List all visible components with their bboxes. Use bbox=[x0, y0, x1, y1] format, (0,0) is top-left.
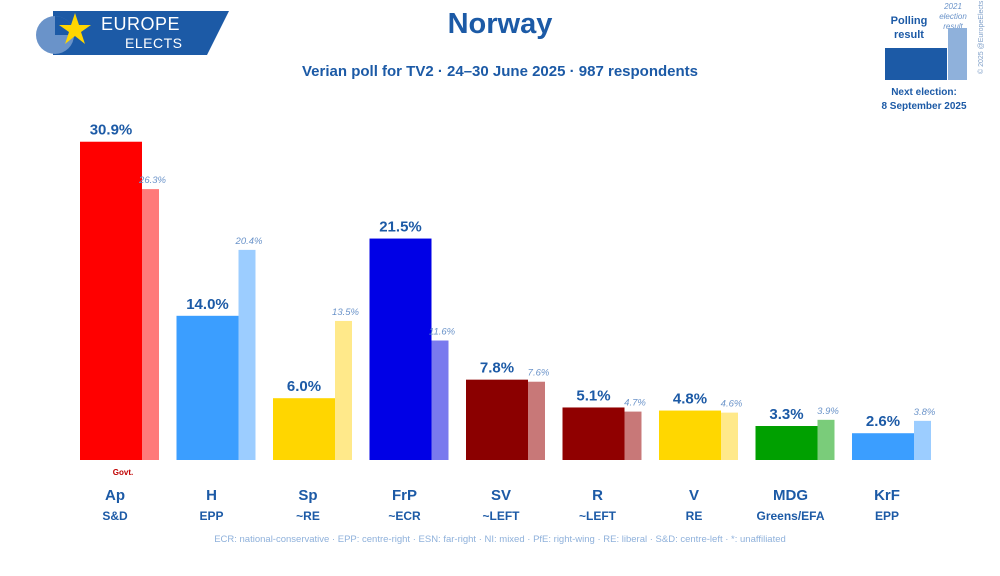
election-bar-mdg bbox=[817, 419, 835, 460]
chart-title: Norway bbox=[447, 8, 553, 40]
election-value-v: 4.6% bbox=[721, 399, 743, 410]
party-name-v: V bbox=[689, 487, 699, 504]
europe-elects-logo: EUROPE ELECTS bbox=[33, 9, 233, 57]
election-value-sv: 7.6% bbox=[528, 368, 550, 379]
legend-election-label: 2021 election result bbox=[939, 2, 967, 31]
election-value-sp: 13.5% bbox=[332, 307, 359, 318]
party-name-r: R bbox=[592, 487, 603, 504]
logo-line1: EUROPE bbox=[101, 14, 181, 34]
logo-banner bbox=[36, 11, 229, 55]
legend-poll-label: Polling result bbox=[890, 15, 928, 41]
party-group-h: EPP bbox=[199, 509, 223, 523]
logo-line2: ELECTS bbox=[125, 35, 183, 51]
election-value-r: 4.7% bbox=[624, 398, 646, 409]
poll-bar-ap bbox=[80, 141, 142, 461]
poll-bar-r bbox=[562, 407, 625, 460]
election-bar-sp bbox=[335, 320, 352, 460]
poll-bar-krf bbox=[852, 433, 914, 460]
next-election-label: Next election: bbox=[891, 87, 957, 98]
party-name-krf: KrF bbox=[874, 487, 900, 504]
election-bar-sv bbox=[528, 381, 545, 460]
party-group-mdg: Greens/EFA bbox=[756, 509, 824, 523]
poll-value-mdg: 3.3% bbox=[769, 406, 803, 423]
party-group-sv: ~LEFT bbox=[482, 509, 520, 523]
election-bar-ap bbox=[142, 189, 159, 461]
election-bar-frp bbox=[431, 340, 449, 460]
party-name-mdg: MDG bbox=[773, 487, 808, 504]
election-value-mdg: 3.9% bbox=[817, 406, 839, 417]
legend: Polling result 2021 election result © 20… bbox=[876, 1, 1000, 120]
poll-value-sp: 6.0% bbox=[287, 378, 321, 395]
legend-poll-swatch bbox=[885, 48, 947, 80]
election-bar-h bbox=[238, 249, 256, 460]
election-value-frp: 11.6% bbox=[429, 327, 456, 338]
next-election-date: 8 September 2025 bbox=[881, 101, 967, 112]
election-bar-v bbox=[721, 412, 738, 460]
poll-bar-mdg bbox=[755, 426, 818, 460]
poll-bar-sp bbox=[273, 398, 335, 460]
legend-election-swatch bbox=[948, 28, 967, 80]
party-group-r: ~LEFT bbox=[579, 509, 617, 523]
party-group-v: RE bbox=[686, 509, 703, 523]
election-bar-r bbox=[624, 411, 642, 460]
party-group-ap: S&D bbox=[102, 509, 128, 523]
election-value-h: 20.4% bbox=[235, 236, 263, 247]
party-name-ap: Ap bbox=[105, 487, 125, 504]
party-name-frp: FrP bbox=[392, 487, 417, 504]
election-value-ap: 26.3% bbox=[138, 175, 166, 186]
poll-value-ap: 30.9% bbox=[90, 122, 133, 139]
election-value-krf: 3.8% bbox=[914, 407, 936, 418]
election-bar-krf bbox=[914, 420, 931, 460]
party-name-h: H bbox=[206, 487, 217, 504]
poll-bar-frp bbox=[369, 238, 432, 460]
govt-note: Govt. bbox=[113, 468, 133, 477]
chart-subtitle: Verian poll for TV2 · 24–30 June 2025 · … bbox=[302, 63, 698, 80]
poll-value-v: 4.8% bbox=[673, 391, 707, 408]
poll-value-sv: 7.8% bbox=[480, 360, 514, 377]
poll-bar-v bbox=[659, 410, 721, 460]
poll-value-h: 14.0% bbox=[186, 296, 229, 313]
party-name-sv: SV bbox=[491, 487, 511, 504]
poll-value-krf: 2.6% bbox=[866, 413, 900, 430]
party-group-frp: ~ECR bbox=[388, 509, 421, 523]
poll-bar-h bbox=[176, 315, 239, 460]
party-name-sp: Sp bbox=[298, 487, 317, 504]
poll-bar-sv bbox=[466, 379, 528, 460]
footnote: ECR: national-conservative · EPP: centre… bbox=[214, 534, 786, 545]
party-group-krf: EPP bbox=[875, 509, 899, 523]
poll-value-frp: 21.5% bbox=[379, 219, 422, 236]
poll-value-r: 5.1% bbox=[576, 387, 610, 404]
party-group-sp: ~RE bbox=[296, 509, 320, 523]
